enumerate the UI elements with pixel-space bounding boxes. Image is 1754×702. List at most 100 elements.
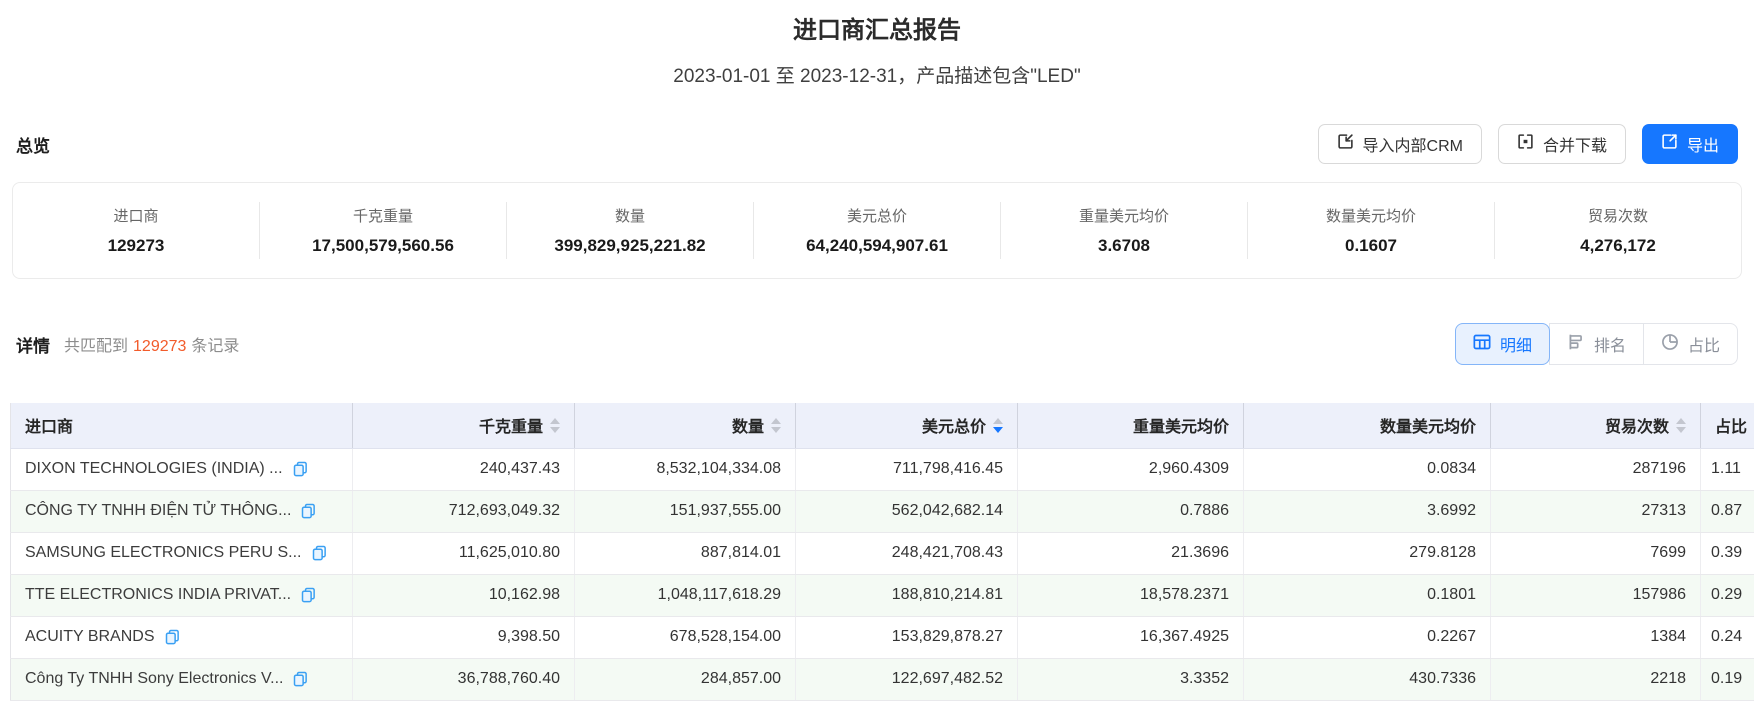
stat-value: 399,829,925,221.82 <box>554 236 706 255</box>
view-tabs: 明细 排名 占比 <box>1454 323 1738 365</box>
column-header[interactable]: 贸易次数 <box>1490 403 1701 449</box>
table-row: SAMSUNG ELECTRONICS PERU S... 11,625,010… <box>10 532 1754 575</box>
copy-icon[interactable] <box>293 671 308 687</box>
importer-cell: Công Ty TNHH Sony Electronics V... <box>10 658 353 701</box>
column-header[interactable]: 数量 <box>574 403 796 449</box>
value-cell: 0.7886 <box>1017 490 1244 533</box>
stat-item: 重量美元均价 3.6708 <box>1000 202 1247 259</box>
column-label: 美元总价 <box>921 419 986 437</box>
stat-value: 64,240,594,907.61 <box>806 236 948 255</box>
column-label: 占比 <box>1715 419 1748 437</box>
value-cell: 248,421,708.43 <box>795 532 1018 575</box>
column-header[interactable]: 美元总价 <box>795 403 1018 449</box>
value-cell: 287196 <box>1490 448 1701 491</box>
stat-label: 进口商 <box>113 208 159 225</box>
copy-icon[interactable] <box>293 461 308 477</box>
value-cell: 153,829,878.27 <box>795 616 1018 659</box>
table-icon <box>1473 333 1491 356</box>
stat-label: 数量 <box>614 208 645 225</box>
column-header: 重量美元均价 <box>1017 403 1244 449</box>
stat-item: 进口商 129273 <box>13 202 259 259</box>
stat-value: 129273 <box>107 236 165 255</box>
value-cell: 157986 <box>1490 574 1701 617</box>
value-cell: 1,048,117,618.29 <box>574 574 796 617</box>
table-row: Công Ty TNHH Sony Electronics V... 36,78… <box>10 658 1754 701</box>
rank-icon <box>1567 333 1585 356</box>
value-cell: 240,437.43 <box>352 448 575 491</box>
import-icon <box>1337 133 1354 155</box>
value-cell: 562,042,682.14 <box>795 490 1018 533</box>
value-cell: 27313 <box>1490 490 1701 533</box>
tab-proportion[interactable]: 占比 <box>1642 323 1738 365</box>
stat-item: 千克重量 17,500,579,560.56 <box>259 202 506 259</box>
value-cell: 16,367.4925 <box>1017 616 1244 659</box>
column-label: 重量美元均价 <box>1132 419 1229 437</box>
stat-label: 美元总价 <box>846 208 907 225</box>
tab-ranking[interactable]: 排名 <box>1548 323 1644 365</box>
stat-label: 数量美元均价 <box>1325 208 1416 225</box>
stat-label: 千克重量 <box>352 208 413 225</box>
details-heading: 详情 <box>16 336 50 356</box>
column-label: 进口商 <box>25 419 74 437</box>
importer-name: CÔNG TY TNHH ĐIỆN TỬ THÔNG... <box>25 502 292 519</box>
import-crm-button[interactable]: 导入内部CRM <box>1317 124 1482 164</box>
value-cell: 279.8128 <box>1243 532 1491 575</box>
table-row: ACUITY BRANDS 9,398.50 678,528,154.00 153,… <box>10 616 1754 659</box>
importer-cell: DIXON TECHNOLOGIES (INDIA) ... <box>10 448 353 491</box>
value-cell: 122,697,482.52 <box>795 658 1018 701</box>
value-cell: 0.39 <box>1700 532 1754 575</box>
stat-value: 0.1607 <box>1345 236 1397 255</box>
detail-table: 进口商 千克重量 数量 美元总价 <box>10 403 1754 701</box>
copy-icon[interactable] <box>301 587 316 603</box>
export-icon <box>1661 133 1678 155</box>
tab-detail[interactable]: 明细 <box>1454 323 1550 365</box>
value-cell: 3.6992 <box>1243 490 1491 533</box>
column-header: 进口商 <box>10 403 353 449</box>
value-cell: 3.3352 <box>1017 658 1244 701</box>
value-cell: 1384 <box>1490 616 1701 659</box>
importer-name: DIXON TECHNOLOGIES (INDIA) ... <box>25 460 283 477</box>
pie-icon <box>1661 333 1679 356</box>
importer-cell: TTE ELECTRONICS INDIA PRIVAT... <box>10 574 353 617</box>
overview-stats: 进口商 129273 千克重量 17,500,579,560.56 数量 399… <box>12 182 1742 279</box>
stat-value: 4,276,172 <box>1580 236 1656 255</box>
overview-bar: 总览 导入内部CRM 合并下载 导出 <box>0 124 1754 164</box>
overview-heading: 总览 <box>16 136 50 156</box>
value-cell: 151,937,555.00 <box>574 490 796 533</box>
value-cell: 0.87 <box>1700 490 1754 533</box>
column-label: 数量美元均价 <box>1379 419 1476 437</box>
importer-name: TTE ELECTRONICS INDIA PRIVAT... <box>25 586 292 603</box>
value-cell: 0.19 <box>1700 658 1754 701</box>
importer-name: SAMSUNG ELECTRONICS PERU S... <box>25 544 302 561</box>
importer-cell: SAMSUNG ELECTRONICS PERU S... <box>10 532 353 575</box>
value-cell: 711,798,416.45 <box>795 448 1018 491</box>
tab-label: 排名 <box>1593 338 1626 355</box>
details-bar: 详情 共匹配到 129273 条记录 明细 排名 占比 <box>0 323 1754 365</box>
copy-icon[interactable] <box>165 629 180 645</box>
export-button[interactable]: 导出 <box>1641 124 1738 164</box>
table-row: DIXON TECHNOLOGIES (INDIA) ... 240,437.4… <box>10 448 1754 491</box>
value-cell: 36,788,760.40 <box>352 658 575 701</box>
column-label: 数量 <box>731 419 764 437</box>
value-cell: 7699 <box>1490 532 1701 575</box>
importer-cell: CÔNG TY TNHH ĐIỆN TỬ THÔNG... <box>10 490 353 533</box>
merge-download-label: 合并下载 <box>1542 138 1607 155</box>
copy-icon[interactable] <box>312 545 327 561</box>
stat-item: 数量美元均价 0.1607 <box>1247 202 1494 259</box>
column-label: 千克重量 <box>478 419 543 437</box>
importer-name: ACUITY BRANDS <box>25 628 155 645</box>
table-header-row: 进口商 千克重量 数量 美元总价 <box>10 403 1754 449</box>
match-count: 129273 <box>133 338 187 355</box>
tab-label: 占比 <box>1687 338 1720 355</box>
page-title: 进口商汇总报告 <box>793 17 961 44</box>
page-subtitle: 2023-01-01 至 2023-12-31，产品描述包含"LED" <box>673 66 1081 87</box>
column-header[interactable]: 千克重量 <box>352 403 575 449</box>
sort-icon <box>1676 417 1686 433</box>
export-label: 导出 <box>1686 138 1719 155</box>
value-cell: 0.24 <box>1700 616 1754 659</box>
value-cell: 0.0834 <box>1243 448 1491 491</box>
stat-label: 贸易次数 <box>1587 208 1648 225</box>
copy-icon[interactable] <box>301 503 316 519</box>
merge-download-button[interactable]: 合并下载 <box>1497 124 1626 164</box>
value-cell: 1.11 <box>1700 448 1754 491</box>
